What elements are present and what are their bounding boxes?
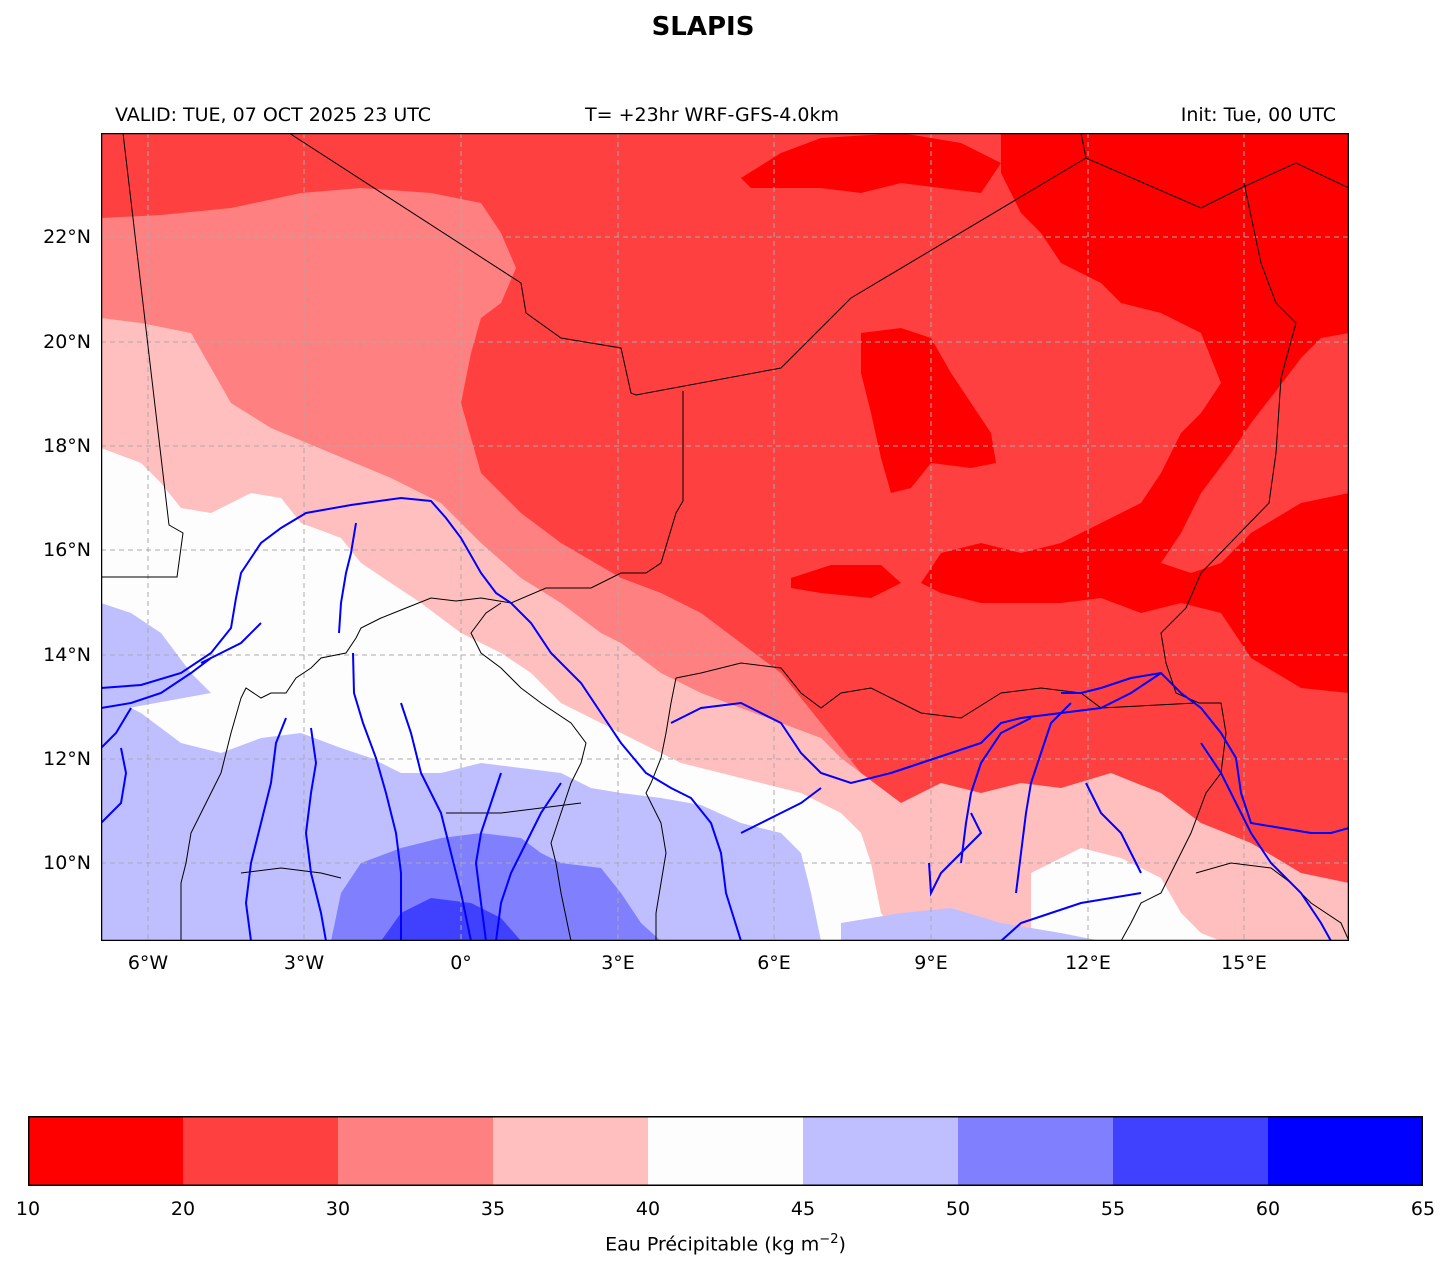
lat-tick-12n: 12°N — [43, 748, 91, 770]
lon-tick-0: 0° — [450, 952, 472, 974]
lon-tick-9e: 9°E — [914, 952, 948, 974]
lat-tick-20n: 20°N — [43, 331, 91, 353]
field-10-20-band — [791, 565, 901, 598]
colorbar-segment — [958, 1116, 1114, 1186]
field-10-20-n — [741, 133, 1001, 193]
lon-tick-6e: 6°E — [757, 952, 791, 974]
lon-tick-3w: 3°W — [283, 952, 325, 974]
lon-tick-6w: 6°W — [127, 952, 169, 974]
lat-tick-18n: 18°N — [43, 435, 91, 457]
field-55-60 — [381, 898, 521, 941]
field-45-50-c — [841, 908, 1101, 941]
colorbar-tick-label: 65 — [1410, 1198, 1436, 1220]
country-borders — [101, 133, 1349, 941]
colorbar-label: Eau Précipitable (kg m−2) — [605, 1232, 846, 1256]
colorbar-tick-label: 55 — [1100, 1198, 1126, 1220]
field-10-20-ne — [921, 133, 1349, 693]
colorbar-segment — [183, 1116, 339, 1186]
forecast-hour-label: T= +23hr WRF-GFS-4.0km — [585, 104, 839, 126]
lat-tick-10n: 10°N — [43, 852, 91, 874]
precipitable-water-map — [101, 133, 1349, 941]
colorbar-segment — [338, 1116, 494, 1186]
colorbar-tick-label: 30 — [325, 1198, 351, 1220]
lon-tick-3e: 3°E — [601, 952, 635, 974]
lon-tick-15e: 15°E — [1221, 952, 1267, 974]
init-time-label: Init: Tue, 00 UTC — [1180, 104, 1336, 126]
colorbar-tick-label: 45 — [790, 1198, 816, 1220]
colorbar-segment — [803, 1116, 959, 1186]
colorbar-segment — [1268, 1116, 1423, 1186]
colorbar-tick-label: 50 — [945, 1198, 971, 1220]
colorbar-tick-label: 40 — [635, 1198, 661, 1220]
colorbar-segment — [493, 1116, 649, 1186]
field-10-20-air — [861, 328, 996, 493]
colorbar-tick-label: 35 — [480, 1198, 506, 1220]
colorbar-segment — [28, 1116, 184, 1186]
lat-tick-14n: 14°N — [43, 644, 91, 666]
chart-title: SLAPIS — [651, 12, 755, 42]
lat-tick-22n: 22°N — [43, 226, 91, 248]
colorbar-tick-label: 60 — [1255, 1198, 1281, 1220]
colorbar — [28, 1116, 1423, 1186]
lon-tick-12e: 12°E — [1065, 952, 1111, 974]
lat-tick-16n: 16°N — [43, 539, 91, 561]
colorbar-tick-label: 10 — [15, 1198, 41, 1220]
colorbar-segment — [648, 1116, 804, 1186]
colorbar-segment — [1113, 1116, 1269, 1186]
valid-time-label: VALID: TUE, 07 OCT 2025 23 UTC — [115, 104, 431, 126]
rivers — [101, 496, 1349, 941]
map-frame — [101, 133, 1349, 941]
colorbar-tick-label: 20 — [170, 1198, 196, 1220]
